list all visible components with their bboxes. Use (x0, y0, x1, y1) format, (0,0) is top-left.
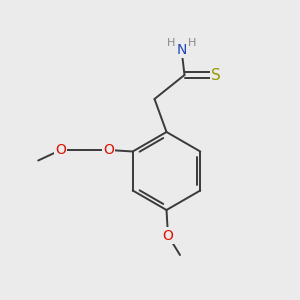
Text: O: O (55, 143, 66, 157)
Text: S: S (211, 68, 221, 82)
Text: O: O (103, 143, 114, 157)
Text: H: H (188, 38, 196, 49)
Text: O: O (163, 229, 173, 242)
Text: N: N (176, 43, 187, 56)
Text: H: H (167, 38, 176, 49)
